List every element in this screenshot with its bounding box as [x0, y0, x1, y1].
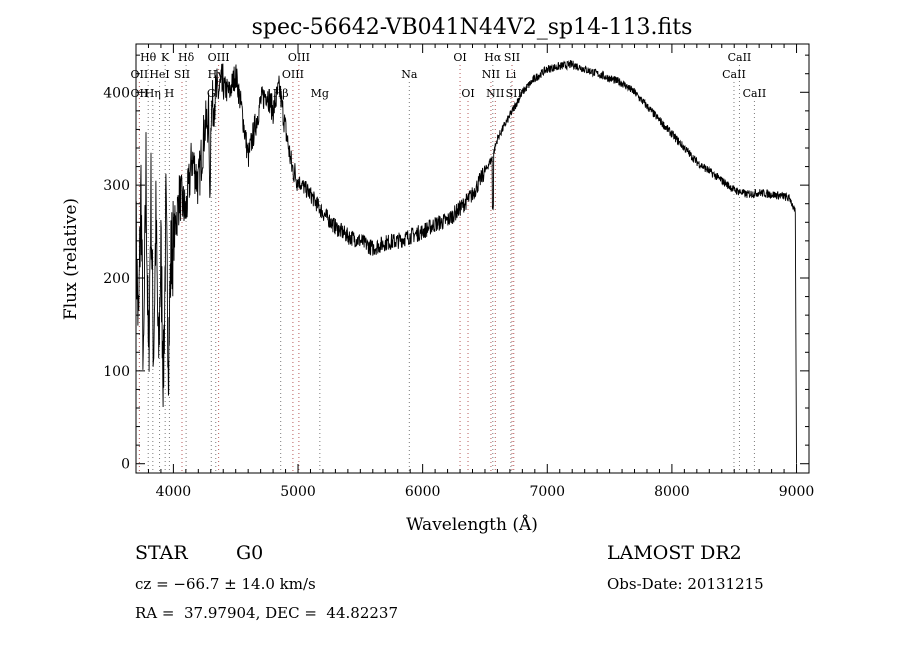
line-marker-label: Na	[401, 68, 418, 81]
x-tick-label: 8000	[654, 484, 690, 500]
x-axis-label: Wavelength (Å)	[406, 514, 538, 535]
x-tick-label: 9000	[779, 484, 815, 500]
y-tick-label: 200	[103, 271, 130, 287]
line-marker-label: Hδ	[178, 51, 195, 64]
y-tick-label: 400	[103, 85, 130, 101]
survey-name: LAMOST DR2	[607, 542, 742, 564]
line-marker-label: OIII	[288, 51, 310, 64]
line-marker-label: CaII	[728, 51, 752, 64]
line-marker-label: SII	[506, 87, 522, 100]
line-marker-label: OI	[453, 51, 466, 64]
line-marker-label: CaII	[722, 68, 746, 81]
x-tick-label: 6000	[405, 484, 441, 500]
line-marker-label: OIII	[282, 68, 304, 81]
y-tick-label: 0	[121, 457, 130, 473]
object-class: STAR	[135, 542, 188, 564]
line-marker-label: Li	[505, 68, 516, 81]
y-axis-label: Flux (relative)	[61, 198, 81, 320]
spectral-subclass: G0	[236, 542, 264, 564]
line-marker-label: OII	[131, 87, 149, 100]
line-marker-label: NII	[482, 68, 500, 81]
line-marker-label: Hθ	[140, 51, 157, 64]
spectrum-series	[135, 60, 797, 464]
x-tick-label: 7000	[529, 484, 565, 500]
x-tick-label: 4000	[156, 484, 192, 500]
observation-date: Obs-Date: 20131215	[607, 575, 764, 593]
sky-coordinates: RA = 37.97904, DEC = 44.82237	[135, 604, 399, 622]
line-marker-label: HeI	[149, 68, 169, 81]
line-marker-label: OIII	[208, 51, 230, 64]
line-marker-label: OII	[131, 68, 149, 81]
line-marker-label: SII	[504, 51, 520, 64]
plot-frame	[135, 43, 810, 474]
redshift-velocity: cz = −66.7 ± 14.0 km/s	[135, 575, 316, 593]
line-marker-label: OI	[461, 87, 474, 100]
spectrum-line	[135, 60, 797, 464]
line-marker-label: SII	[174, 68, 190, 81]
x-tick-label: 5000	[280, 484, 316, 500]
line-marker-label: NII	[486, 87, 504, 100]
line-marker-label: G	[207, 87, 216, 100]
line-marker-label: H	[165, 87, 175, 100]
line-marker-label: K	[161, 51, 170, 64]
y-tick-label: 300	[103, 178, 130, 194]
axis-ticks: 4000 5000 6000 7000 8000 9000 0 100 200 300 400	[103, 44, 814, 500]
chart-title: spec-56642-VB041N44V2_sp14-113.fits	[252, 15, 693, 40]
line-marker-label: Hη	[145, 87, 161, 100]
line-marker-label: CaII	[743, 87, 767, 100]
y-tick-label: 100	[103, 364, 130, 380]
line-marker-label: Hγ	[208, 68, 225, 81]
line-marker-label: Hα	[484, 51, 502, 64]
line-marker-label: Mg	[311, 87, 329, 100]
